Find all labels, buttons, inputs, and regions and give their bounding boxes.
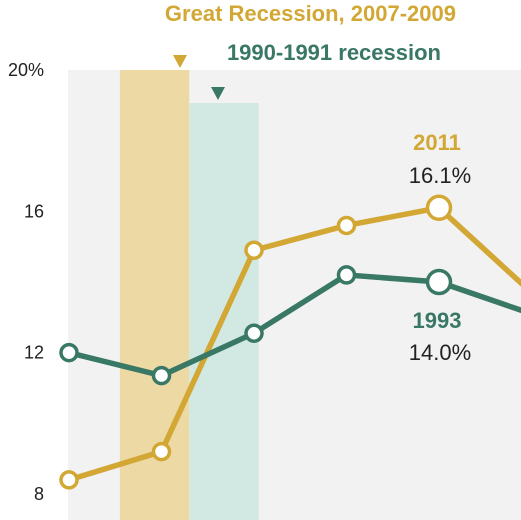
- band-labels: Great Recession, 2007-2009 1990-1991 rece…: [165, 1, 456, 100]
- data-point-early90s: [244, 323, 264, 343]
- data-point-early90s: [59, 342, 79, 363]
- data-point-early90s: [336, 265, 357, 285]
- y-tick-label: 16: [24, 201, 44, 221]
- series-line-early90s: [66, 272, 521, 379]
- y-tick-label: 8: [34, 484, 44, 504]
- annotation-year-early90s: 1993: [413, 308, 462, 333]
- data-point-great: [59, 470, 79, 490]
- highlight-point-early90s: [425, 268, 453, 296]
- annotation-year-great: 2011: [413, 130, 461, 155]
- annotation-value-early90s: 14.0%: [409, 340, 471, 365]
- highlight-annotations: 2011 16.1% 1993 14.0%: [409, 130, 471, 365]
- recession-bands: [119, 70, 259, 520]
- annotation-value-great: 16.1%: [409, 163, 471, 188]
- y-tick-label: 20%: [8, 60, 44, 80]
- band-label-0: Great Recession, 2007-2009: [165, 1, 456, 26]
- data-point-great: [151, 441, 172, 462]
- y-tick-label: 12: [24, 343, 44, 363]
- series-lines: [59, 194, 521, 490]
- band-marker-triangle-1: [211, 87, 225, 100]
- data-point-great: [336, 215, 357, 236]
- data-point-great: [244, 240, 264, 260]
- y-axis-ticks: 20% 16 12 8: [8, 60, 44, 504]
- series-line-great: [66, 205, 521, 483]
- band-label-1: 1990-1991 recession: [227, 40, 441, 65]
- band-marker-triangle-0: [173, 55, 187, 68]
- data-point-early90s: [151, 365, 172, 386]
- highlight-point-great: [425, 194, 453, 222]
